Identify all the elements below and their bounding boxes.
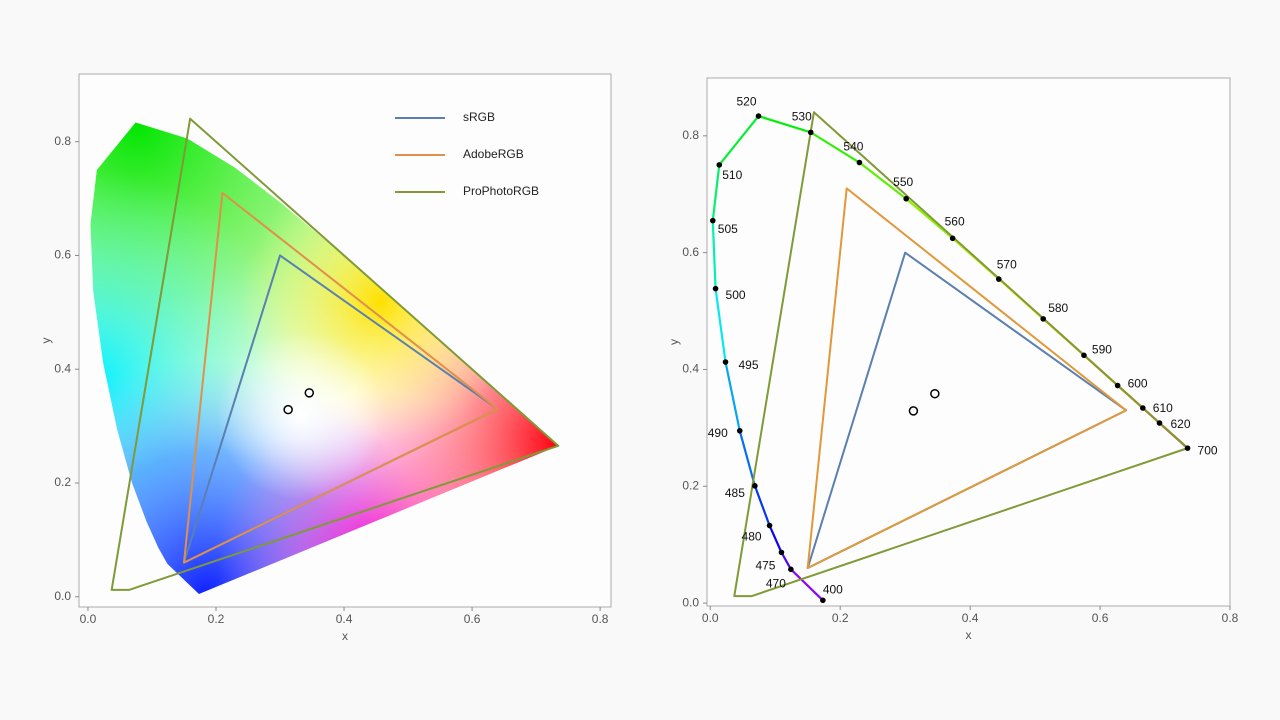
locus-point	[1081, 352, 1087, 359]
legend-label: AdobeRGB	[463, 147, 524, 161]
wavelength-label: 490	[708, 426, 728, 440]
white-point	[930, 388, 940, 399]
locus-point	[709, 217, 716, 224]
wavelength-label: 400	[823, 582, 843, 596]
wavelength-label: 475	[755, 559, 775, 573]
y-tick-label: 0.4	[682, 362, 699, 376]
locus-segment	[789, 568, 824, 602]
locus-segment	[858, 161, 908, 200]
x-tick-label: 0.2	[832, 611, 849, 625]
locus-point	[766, 522, 773, 529]
locus-point	[752, 483, 758, 489]
locus-segment	[753, 484, 771, 527]
x-tick-label: 0.8	[592, 612, 609, 626]
legend-label: ProPhotoRGB	[463, 184, 539, 198]
x-tick-label: 0.0	[80, 612, 97, 626]
y-axis-label: y	[39, 338, 53, 344]
locus-point	[949, 235, 956, 242]
legend-label: sRGB	[463, 110, 495, 124]
locus-segment	[905, 197, 954, 240]
locus-point	[736, 427, 743, 434]
locus-point	[856, 159, 863, 166]
locus-point	[788, 566, 794, 573]
wavelength-label: 480	[742, 530, 762, 544]
locus-point	[1184, 445, 1191, 451]
white-point	[908, 406, 919, 416]
wavelength-label: 700	[1198, 443, 1218, 457]
locus-segment	[718, 114, 760, 167]
locus-point	[807, 129, 814, 136]
y-tick-label: 0.2	[54, 475, 71, 489]
wavelength-label: 620	[1170, 417, 1190, 431]
locus-area	[90, 122, 559, 595]
locus-point	[716, 162, 723, 168]
gamut-triangle	[110, 117, 560, 591]
locus-point	[1114, 382, 1121, 389]
wavelength-label: 560	[945, 214, 965, 228]
wavelength-label: 500	[726, 288, 746, 302]
locus-segment	[809, 131, 861, 164]
locus-segment	[724, 360, 741, 432]
wavelength-label: 505	[718, 222, 738, 236]
x-tick-label: 0.0	[702, 611, 719, 625]
y-tick-label: 0.2	[682, 478, 699, 492]
locus-segment	[757, 114, 812, 134]
locus-segment	[711, 163, 721, 222]
wavelength-label: 540	[843, 140, 863, 154]
plot-frame	[706, 77, 1231, 607]
locus-point	[722, 359, 729, 365]
white-point	[283, 404, 293, 415]
x-axis-label: x	[966, 628, 972, 642]
y-tick-label: 0.6	[54, 248, 71, 262]
x-tick-label: 0.6	[464, 612, 481, 626]
locus-point	[1156, 420, 1163, 426]
locus-point	[755, 113, 762, 119]
y-axis-label: y	[667, 339, 681, 345]
y-tick-label: 0.0	[54, 589, 71, 603]
white-point	[304, 388, 315, 398]
locus-point	[778, 549, 785, 556]
locus-segment	[711, 219, 717, 290]
x-tick-label: 0.4	[962, 611, 979, 625]
locus-point	[712, 285, 719, 292]
wavelength-label: 485	[725, 486, 745, 500]
wavelength-label: 550	[893, 175, 913, 189]
wavelength-label: 570	[997, 257, 1017, 271]
gamut-triangle	[733, 111, 1189, 598]
y-tick-label: 0.4	[54, 361, 71, 375]
y-tick-label: 0.8	[682, 128, 699, 142]
gamut-triangle	[806, 187, 1128, 570]
wavelength-label: 510	[722, 168, 742, 182]
x-tick-label: 0.6	[1092, 611, 1109, 625]
locus-fill-layer	[90, 122, 559, 595]
x-tick-label: 0.4	[336, 612, 353, 626]
wavelength-label: 530	[792, 110, 812, 124]
wavelength-label: 580	[1048, 301, 1068, 315]
y-tick-label: 0.8	[54, 134, 71, 148]
wavelength-label: 520	[737, 94, 757, 108]
x-tick-label: 0.8	[1222, 611, 1239, 625]
locus-point	[903, 195, 909, 202]
locus-segment	[780, 551, 792, 571]
locus-point	[995, 276, 1002, 282]
locus-point	[1140, 405, 1146, 411]
gamut-triangle	[182, 191, 499, 564]
wavelength-label: 495	[739, 358, 759, 372]
locus-point	[1040, 316, 1047, 322]
x-tick-label: 0.2	[208, 612, 225, 626]
wavelength-label: 590	[1092, 342, 1112, 356]
wavelength-label: 470	[766, 576, 786, 590]
x-axis-label: x	[342, 629, 348, 643]
y-tick-label: 0.0	[682, 595, 699, 609]
wavelength-label: 610	[1153, 401, 1173, 415]
wavelength-label: 600	[1128, 377, 1148, 391]
locus-segment	[768, 524, 783, 554]
locus-segment	[714, 287, 727, 364]
y-tick-label: 0.6	[682, 245, 699, 259]
locus-segment	[738, 429, 756, 487]
locus-point	[820, 597, 826, 604]
